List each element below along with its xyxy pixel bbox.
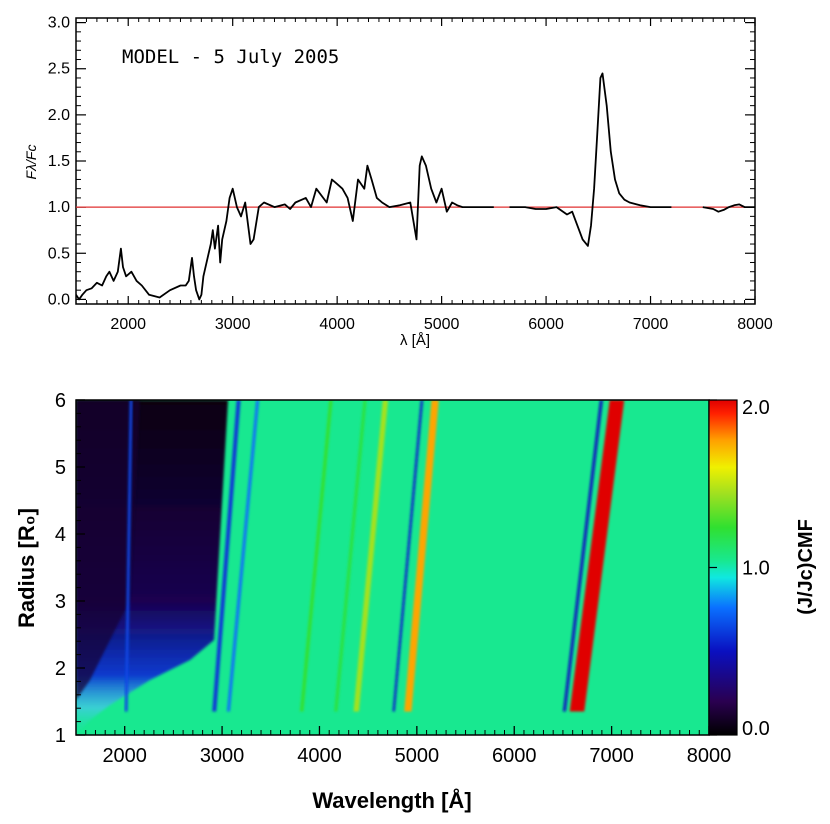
spectrum-y-tick-label: 1.0 [48, 199, 70, 216]
colorbar-tick-label: 1.0 [742, 558, 770, 580]
spectrum-x-tick-label: 3000 [215, 316, 251, 333]
spectrum-y-tick-label: 2.5 [48, 61, 70, 78]
spectrum-x-tick-label: 4000 [319, 316, 355, 333]
heatmap-y-tick-label: 6 [55, 390, 66, 412]
spectrum-y-tick-label: 1.5 [48, 153, 70, 170]
heatmap-x-tick-label: 8000 [687, 745, 732, 767]
heatmap-line-feature [562, 400, 603, 712]
uv-absorption-core [76, 400, 140, 700]
heatmap-y-tick-label: 2 [55, 658, 66, 680]
heatmap-x-tick-label: 3000 [200, 745, 245, 767]
spectrum-line [76, 72, 755, 301]
spectrum-y-label: Fλ/Fc [23, 145, 39, 180]
spectrum-y-tick-label: 3.0 [48, 15, 70, 32]
spectrum-line-segment [509, 72, 672, 247]
spectrum-y-tick-label: 2.0 [48, 107, 70, 124]
spectrum-x-tick-labels: 2000 3000 4000 5000 6000 7000 8000 [110, 316, 772, 333]
spectrum-x-tick-label: 2000 [110, 316, 146, 333]
spectrum-plot-frame [75, 17, 756, 305]
heatmap-y-tick-labels: 1 2 3 4 5 6 [55, 390, 66, 747]
colorbar-label: (J/Jc)CMF [795, 519, 817, 615]
spectrum-y-tick-label: 0.0 [48, 291, 70, 308]
heatmap-line-feature [212, 400, 241, 712]
heatmap-line-feature [334, 400, 367, 712]
spectrum-x-tick-label: 8000 [737, 316, 773, 333]
heatmap-line-feature [124, 400, 133, 712]
spectrum-x-tick-label: 6000 [528, 316, 564, 333]
spectrum-x-label: λ [Å] [400, 332, 430, 349]
heatmap-line-feature [569, 400, 625, 712]
colorbar-tick-labels: 0.0 1.0 2.0 [709, 397, 770, 740]
spectrum-x-tick-label: 5000 [424, 316, 460, 333]
heatmap-x-tick-label: 2000 [102, 745, 147, 767]
colorbar-tick-label: 2.0 [742, 397, 770, 419]
heatmap-y-tick-label: 1 [55, 725, 66, 747]
heatmap-y-label: Radius [R₀] [14, 508, 39, 628]
heatmap-x-tick-labels: 2000 3000 4000 5000 6000 7000 8000 [102, 745, 731, 767]
heatmap-x-tick-label: 4000 [297, 745, 342, 767]
spectrum-y-tick-label: 0.5 [48, 245, 70, 262]
spectrum-panel: 2000 3000 4000 5000 6000 7000 8000 0.0 0.5 1.0 1.… [23, 15, 773, 349]
heatmap-y-tick-label: 4 [55, 524, 66, 546]
heatmap-line-feature [226, 400, 260, 712]
spectrum-line-segment [76, 155, 494, 301]
heatmap-y-tick-label: 3 [55, 591, 66, 613]
heatmap-line-feature [392, 400, 424, 712]
heatmap-x-label: Wavelength [Å] [312, 787, 471, 813]
colorbar-tick-label: 0.0 [742, 718, 770, 740]
heatmap-line-feature [404, 400, 439, 712]
heatmap-panel: 2000 3000 4000 5000 6000 7000 8000 1 2 3 4 5 6 Wave… [14, 390, 817, 813]
heatmap-x-tick-label: 7000 [589, 745, 634, 767]
spectrum-ticks [76, 18, 756, 304]
heatmap-line-features [124, 400, 625, 712]
heatmap-x-tick-label: 6000 [492, 745, 537, 767]
heatmap-x-tick-label: 5000 [395, 745, 440, 767]
spectrum-y-tick-labels: 0.0 0.5 1.0 1.5 2.0 2.5 3.0 [48, 15, 70, 309]
spectrum-x-tick-label: 7000 [633, 316, 669, 333]
heatmap-line-feature [300, 400, 333, 712]
spectrum-line-segment [702, 203, 755, 213]
heatmap-line-feature [353, 400, 389, 712]
heatmap-y-tick-label: 5 [55, 457, 66, 479]
spectrum-title: MODEL - 5 July 2005 [122, 46, 339, 68]
